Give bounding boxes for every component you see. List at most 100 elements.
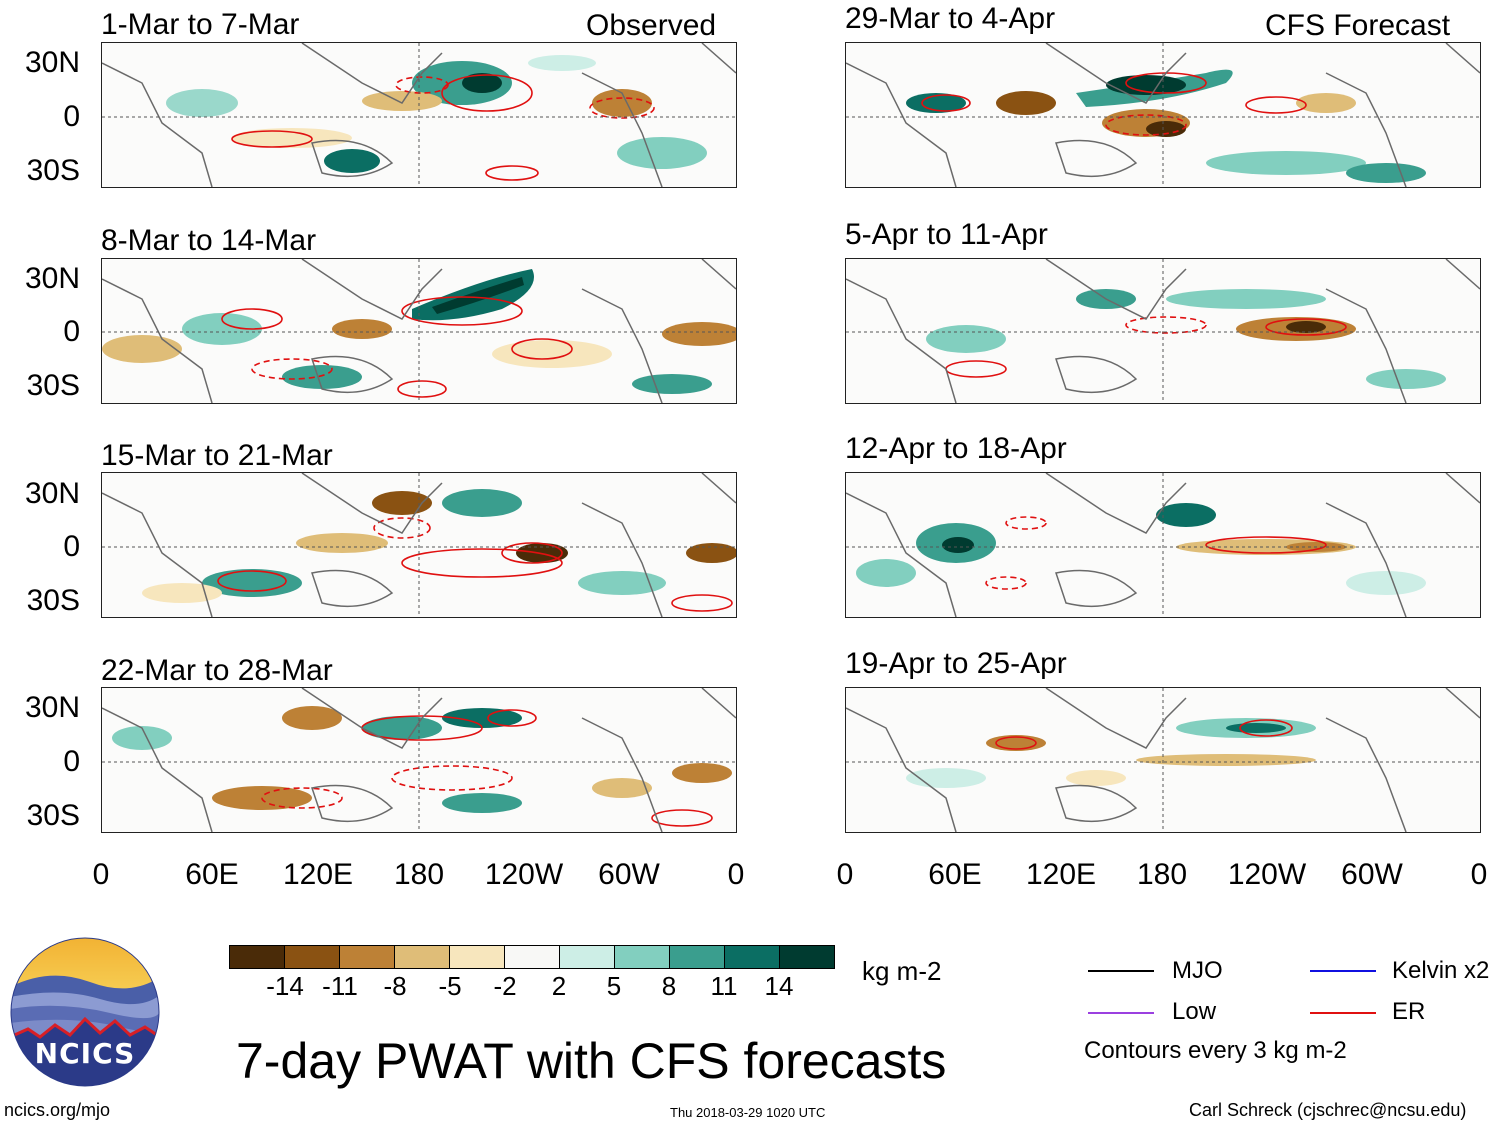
coastlines bbox=[102, 43, 736, 187]
colorbar-label-6: 2 bbox=[551, 971, 567, 1001]
xtick-right-0: 0 bbox=[836, 858, 854, 891]
colorbar-label-8: 8 bbox=[661, 971, 677, 1001]
anomaly-shading bbox=[166, 55, 707, 173]
ytick-0-3: 0 bbox=[63, 530, 80, 563]
coastlines bbox=[846, 259, 1480, 403]
colorbar-swatch bbox=[505, 946, 560, 968]
anomaly-shading bbox=[926, 289, 1446, 389]
colorbar-swatch bbox=[560, 946, 615, 968]
colorbar-label-1: -14 bbox=[266, 971, 304, 1001]
map-left-1-graphic bbox=[102, 43, 736, 187]
map-panel-left-1 bbox=[101, 42, 737, 188]
ytick-0-1: 0 bbox=[63, 100, 80, 133]
panel-title-right-1: 29-Mar to 4-Apr bbox=[845, 2, 1056, 35]
legend-line-kelvin bbox=[1310, 970, 1376, 972]
xtick-left-120e: 120E bbox=[282, 858, 354, 891]
ytick-30s-2: 30S bbox=[26, 369, 80, 402]
colorbar-units: kg m-2 bbox=[862, 956, 942, 986]
map-panel-left-3 bbox=[101, 472, 737, 618]
anomaly-shading bbox=[102, 269, 736, 394]
colorbar-swatch bbox=[230, 946, 285, 968]
colorbar-swatch bbox=[285, 946, 340, 968]
map-panel-right-1 bbox=[845, 42, 1481, 188]
xtick-left-120w: 120W bbox=[484, 858, 564, 891]
panel-title-left-1: 1-Mar to 7-Mar bbox=[101, 8, 300, 41]
ytick-30s-4: 30S bbox=[26, 799, 80, 832]
ytick-0-4: 0 bbox=[63, 745, 80, 778]
map-right-4-graphic bbox=[846, 688, 1480, 832]
coastlines bbox=[102, 473, 736, 617]
map-panel-left-4 bbox=[101, 687, 737, 833]
ytick-0-2: 0 bbox=[63, 315, 80, 348]
ytick-30n-3: 30N bbox=[24, 477, 80, 510]
panel-title-right-4: 19-Apr to 25-Apr bbox=[845, 647, 1067, 680]
footer-url[interactable]: ncics.org/mjo bbox=[4, 1100, 111, 1120]
colorbar-label-3: -8 bbox=[383, 971, 407, 1001]
xtick-right-60w: 60W bbox=[1341, 858, 1403, 891]
colorbar-label-7: 5 bbox=[606, 971, 622, 1001]
ytick-30n-4: 30N bbox=[24, 691, 80, 724]
colorbar-swatch bbox=[340, 946, 395, 968]
map-panel-left-2 bbox=[101, 258, 737, 404]
map-panel-right-2 bbox=[845, 258, 1481, 404]
legend-note: Contours every 3 kg m-2 bbox=[1084, 1037, 1347, 1064]
panel-title-right-2: 5-Apr to 11-Apr bbox=[845, 218, 1048, 251]
colorbar-swatch bbox=[780, 946, 834, 968]
colorbar-swatch bbox=[450, 946, 505, 968]
colorbar-swatch bbox=[670, 946, 725, 968]
coastlines bbox=[102, 259, 736, 403]
main-title: 7-day PWAT with CFS forecasts bbox=[236, 1033, 947, 1089]
ytick-30s-1: 30S bbox=[26, 154, 80, 187]
cfs-forecast-header: CFS Forecast bbox=[1265, 9, 1451, 42]
er-contours bbox=[261, 709, 713, 827]
map-right-3-graphic bbox=[846, 473, 1480, 617]
legend-line-low bbox=[1088, 1012, 1154, 1014]
coastlines bbox=[846, 43, 1480, 187]
ytick-30s-3: 30S bbox=[26, 584, 80, 617]
ytick-30n-1: 30N bbox=[24, 46, 80, 79]
colorbar-label-9: 11 bbox=[710, 971, 738, 1001]
panel-title-left-3: 15-Mar to 21-Mar bbox=[101, 439, 333, 472]
xtick-right-120e: 120E bbox=[1025, 858, 1097, 891]
ncics-logo-text: NCICS bbox=[34, 1037, 136, 1070]
coastlines bbox=[846, 688, 1480, 832]
xtick-left-180: 180 bbox=[393, 858, 445, 891]
anomaly-shading bbox=[906, 69, 1426, 183]
colorbar bbox=[229, 945, 835, 969]
panel-title-left-2: 8-Mar to 14-Mar bbox=[101, 224, 317, 257]
xtick-right-60e: 60E bbox=[928, 858, 982, 891]
panel-title-left-4: 22-Mar to 28-Mar bbox=[101, 654, 333, 687]
ncics-logo: NCICS bbox=[10, 937, 160, 1087]
legend-label-mjo: MJO bbox=[1172, 957, 1223, 984]
anomaly-shading bbox=[906, 718, 1316, 788]
er-contours bbox=[231, 74, 655, 181]
colorbar-label-5: -2 bbox=[493, 971, 517, 1001]
xtick-left-0: 0 bbox=[92, 858, 110, 891]
footer-author: Carl Schreck (cjschrec@ncsu.edu) bbox=[1189, 1100, 1467, 1120]
legend-label-low: Low bbox=[1172, 998, 1217, 1025]
er-contours bbox=[995, 719, 1293, 750]
xtick-left-60e: 60E bbox=[185, 858, 239, 891]
xtick-right-180: 180 bbox=[1136, 858, 1188, 891]
xtick-left-0-end: 0 bbox=[727, 858, 745, 891]
map-left-3-graphic bbox=[102, 473, 736, 617]
observed-header: Observed bbox=[586, 9, 717, 42]
legend-line-er bbox=[1310, 1012, 1376, 1014]
ytick-30n-2: 30N bbox=[24, 262, 80, 295]
panel-title-right-3: 12-Apr to 18-Apr bbox=[845, 432, 1067, 465]
coastlines bbox=[102, 688, 736, 832]
colorbar-swatch bbox=[615, 946, 670, 968]
xtick-right-120w: 120W bbox=[1227, 858, 1307, 891]
map-left-2-graphic bbox=[102, 259, 736, 403]
map-right-2-graphic bbox=[846, 259, 1480, 403]
map-left-4-graphic bbox=[102, 688, 736, 832]
er-contours bbox=[221, 296, 573, 398]
anomaly-shading bbox=[112, 706, 732, 813]
colorbar-label-4: -5 bbox=[438, 971, 462, 1001]
map-right-1-graphic bbox=[846, 43, 1480, 187]
legend-line-mjo bbox=[1088, 970, 1154, 972]
xtick-left-60w: 60W bbox=[598, 858, 660, 891]
map-panel-right-4 bbox=[845, 687, 1481, 833]
anomaly-shading bbox=[856, 503, 1426, 595]
er-contours bbox=[985, 516, 1327, 590]
